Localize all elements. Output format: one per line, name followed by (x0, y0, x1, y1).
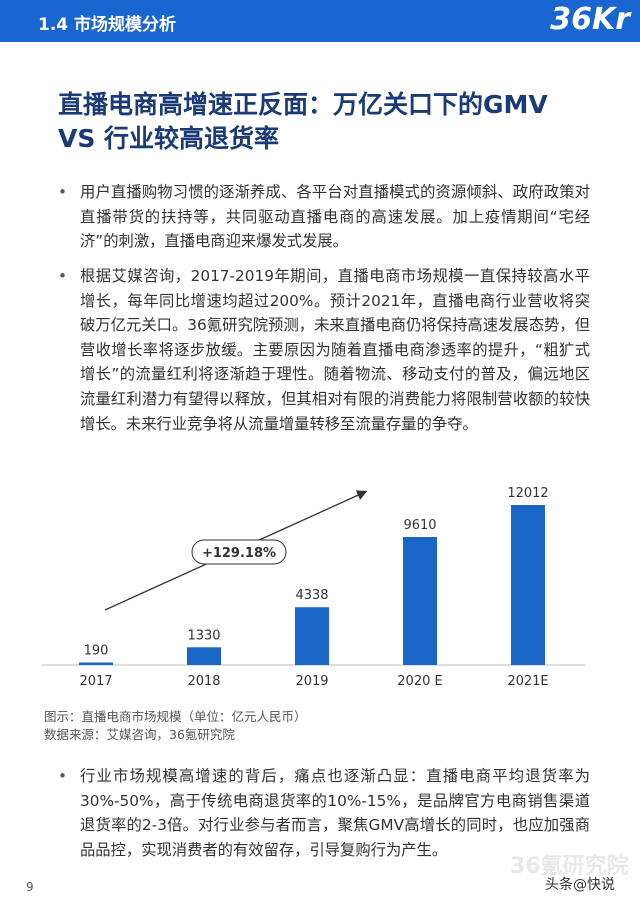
x-tick-label: 2019 (295, 674, 328, 689)
value-label: 1330 (187, 628, 220, 643)
watermark: 36氪研究院 (510, 854, 629, 879)
paragraph: 用户直播购物习惯的逐渐养成、各平台对直播模式的资源倾斜、政府政策对直播带货的扶持… (58, 180, 590, 254)
value-label: 9610 (403, 518, 436, 533)
value-label: 12012 (507, 486, 548, 501)
value-label: 190 (84, 643, 109, 658)
caption: 图示：直播电商市场规模（单位：亿元人民币） (44, 709, 307, 724)
page-number: 9 (26, 880, 34, 894)
chart: +129.18% 2017 190 2018 1330 2019 4338 2020 E 96… (42, 486, 585, 689)
x-tick-label: 2021E (507, 674, 548, 689)
bar (511, 505, 545, 665)
title: 直播电商高增速正反面：万亿关口下的GMV VS 行业较高退货率 (58, 88, 548, 156)
section-title: 1.4 市场规模分析 (38, 15, 177, 35)
paragraph: 行业市场规模高增速的背后，痛点也逐渐凸显：直播电商平均退货率为30%-50%，高… (58, 764, 590, 862)
x-tick-label: 2017 (79, 674, 112, 689)
header-bar: 1.4 市场规模分析 36Kr (0, 0, 640, 42)
x-tick-label: 2020 E (397, 674, 442, 689)
logo: 36Kr (550, 2, 630, 37)
bar (79, 662, 113, 665)
title-line: VS 行业较高退货率 (58, 124, 280, 153)
paragraph: 根据艾媒咨询，2017-2019年期间，直播电商市场规模一直保持较高水平增长，每… (58, 264, 590, 436)
value-label: 4338 (295, 588, 328, 603)
bar (187, 647, 221, 665)
bar (295, 607, 329, 665)
caption: 数据来源：艾媒咨询，36氪研究院 (44, 727, 235, 742)
x-tick-label: 2018 (187, 674, 220, 689)
bar (403, 536, 437, 665)
source-mark: 头条@快说 (545, 877, 615, 893)
annotation: +129.18% (202, 546, 276, 561)
title-line: 直播电商高增速正反面：万亿关口下的GMV (58, 90, 548, 119)
annotation-box (191, 539, 287, 565)
